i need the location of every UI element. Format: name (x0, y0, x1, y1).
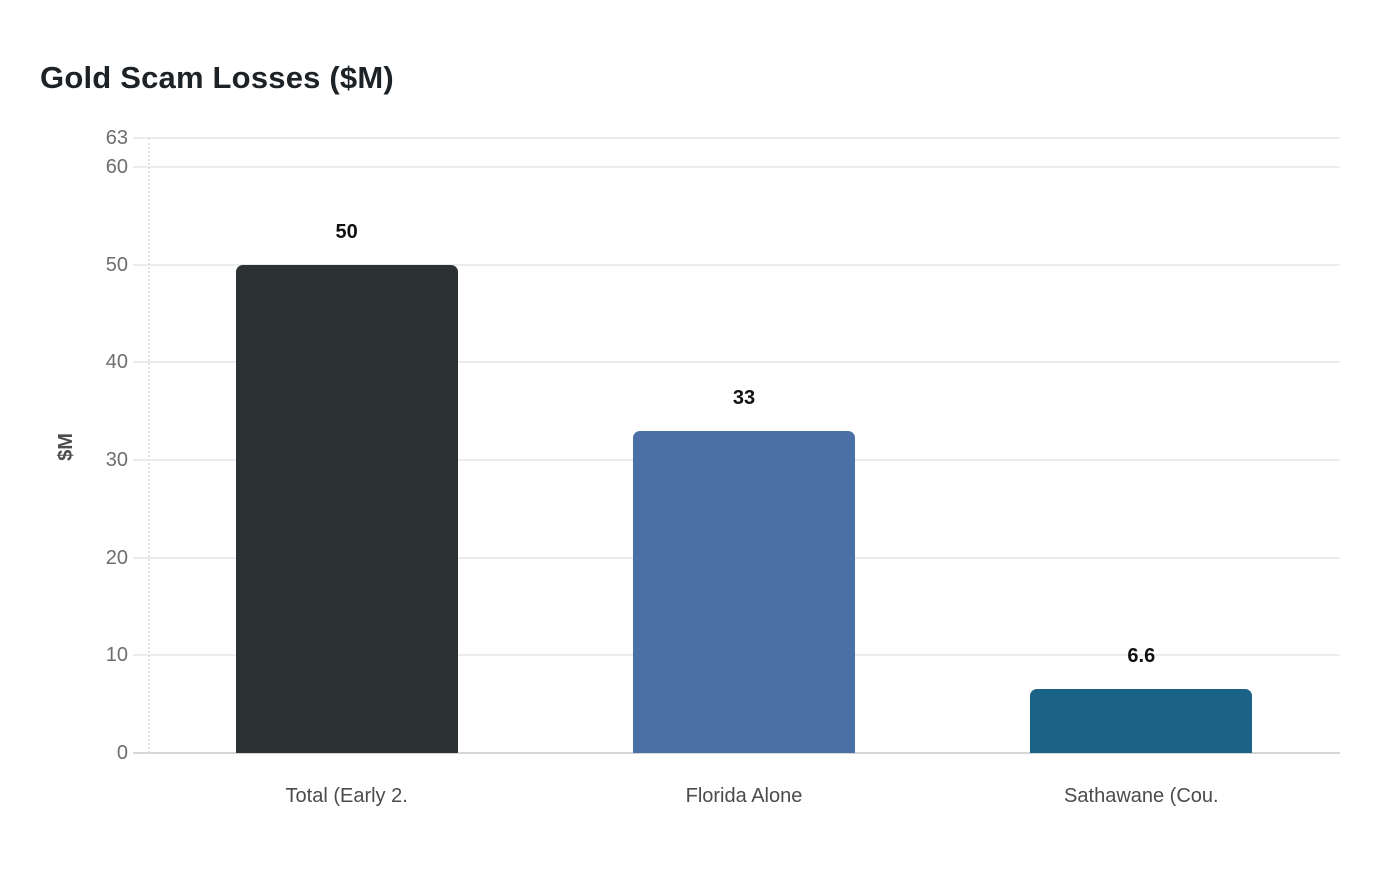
bar-value-label: 6.6 (1127, 644, 1156, 667)
y-tick-label: 40 (105, 351, 128, 374)
gridline (133, 165, 1340, 168)
x-axis-baseline (133, 752, 1340, 754)
y-tick-label: 20 (105, 546, 128, 569)
gridline (133, 361, 1340, 364)
bar (235, 264, 458, 753)
y-axis-line (148, 137, 150, 753)
gridline (133, 136, 1340, 139)
x-tick-label: Total (Early 2. (285, 785, 408, 807)
bar (1030, 688, 1253, 753)
bar (633, 430, 855, 753)
x-tick-label: Florida Alone (685, 785, 803, 807)
bar-value-label: 33 (732, 386, 756, 409)
y-axis-label: $M (55, 433, 77, 461)
y-tick-label: 0 (116, 742, 128, 764)
bar-value-label: 50 (335, 220, 358, 243)
x-tick-label: Sathawane (Cou. (1064, 785, 1219, 807)
y-tick-label: 63 (105, 126, 128, 149)
y-tick-label: 10 (105, 644, 128, 667)
gridline (133, 263, 1340, 266)
chart-title: Gold Scam Losses ($M) (40, 60, 394, 95)
y-tick-label: 60 (105, 155, 128, 178)
y-tick-label: 50 (105, 253, 128, 276)
y-tick-label: 30 (105, 448, 128, 471)
